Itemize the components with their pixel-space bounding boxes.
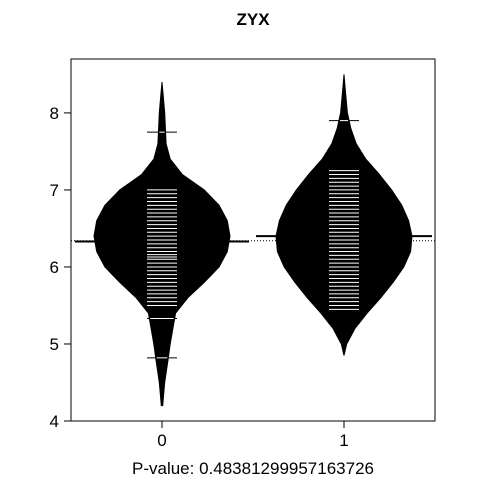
plot-area bbox=[71, 74, 435, 405]
y-tick-label: 4 bbox=[50, 412, 59, 431]
chart-title: ZYX bbox=[236, 10, 270, 29]
y-tick-label: 6 bbox=[50, 258, 59, 277]
bean-1 bbox=[256, 74, 432, 355]
y-tick-label: 8 bbox=[50, 104, 59, 123]
y-tick-label: 7 bbox=[50, 181, 59, 200]
y-axis: 4 5 6 7 8 bbox=[50, 104, 71, 431]
x-tick-label: 0 bbox=[157, 431, 166, 450]
bean-shape bbox=[276, 74, 412, 355]
x-axis-label: P-value: 0.48381299957163726 bbox=[132, 459, 374, 478]
y-tick-label: 5 bbox=[50, 335, 59, 354]
x-tick-label: 1 bbox=[339, 431, 348, 450]
bean-0 bbox=[75, 82, 249, 406]
